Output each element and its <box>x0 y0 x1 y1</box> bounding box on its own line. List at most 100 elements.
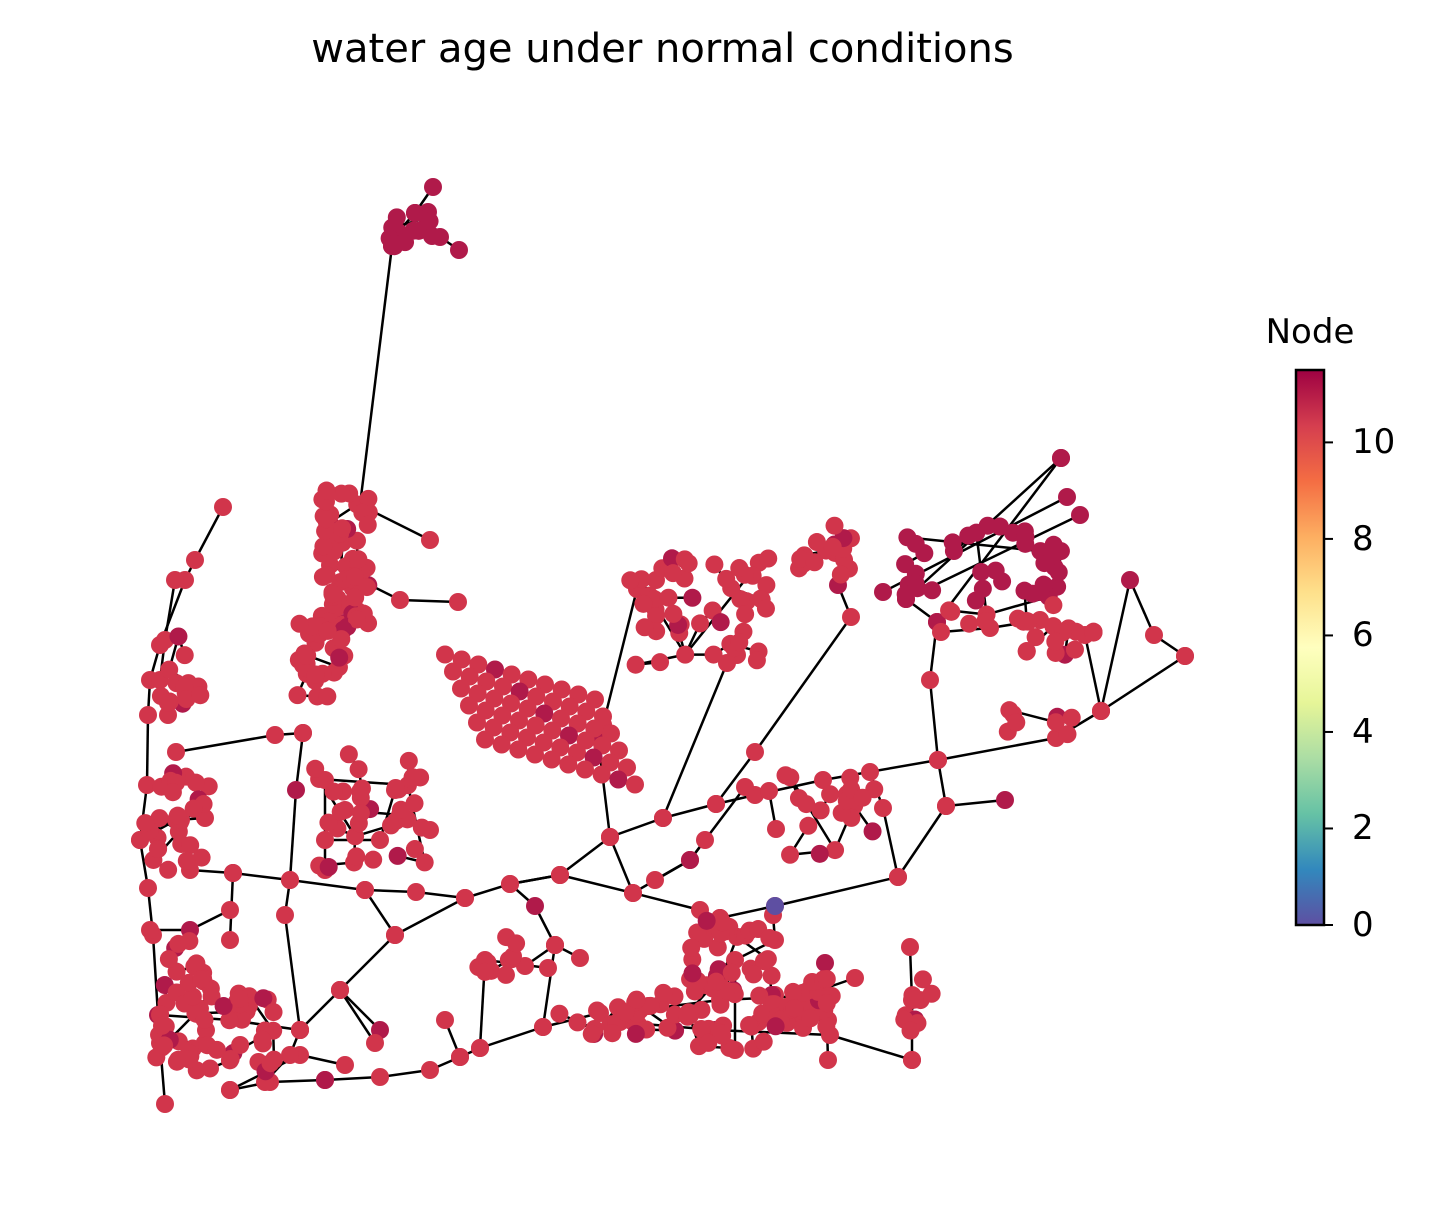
junction-node <box>476 962 495 981</box>
junction-node <box>757 576 776 595</box>
junction-node <box>697 911 716 930</box>
junction-node <box>996 791 1014 809</box>
junction-node <box>348 610 367 629</box>
junction-node <box>805 553 824 572</box>
junction-node <box>139 879 157 897</box>
junction-node <box>756 599 775 618</box>
pipe-edge <box>881 807 900 878</box>
pipe-edge <box>289 878 366 892</box>
junction-node <box>588 1001 607 1020</box>
junction-node <box>658 1018 677 1037</box>
junction-node <box>731 590 750 609</box>
junction-node <box>450 241 468 259</box>
pipe-edge <box>299 989 341 1031</box>
junction-node <box>291 1021 309 1039</box>
junction-node <box>676 645 695 664</box>
junction-node <box>626 1024 645 1043</box>
junction-node <box>901 938 919 956</box>
junction-node <box>1044 535 1063 554</box>
colorbar-gradient <box>1294 368 1326 927</box>
junction-node <box>797 795 816 814</box>
junction-node <box>141 921 159 939</box>
junction-node <box>261 1054 280 1073</box>
junction-node <box>929 751 947 769</box>
junction-node <box>412 818 431 837</box>
junction-node <box>1062 708 1081 727</box>
junction-node <box>730 633 749 652</box>
colorbar-tick-label: 2 <box>1352 808 1374 849</box>
junction-node <box>823 537 842 556</box>
junction-node <box>682 938 701 957</box>
pipe-edge <box>394 896 466 937</box>
junction-node <box>391 800 410 819</box>
junction-node <box>711 613 730 632</box>
junction-node <box>582 1024 601 1043</box>
junction-node <box>386 778 405 797</box>
junction-node <box>659 588 678 607</box>
junction-node <box>717 569 736 588</box>
junction-node <box>776 766 795 785</box>
junction-node <box>626 655 645 674</box>
junction-node <box>816 954 834 972</box>
junction-node <box>740 1016 759 1035</box>
pipe-edge <box>822 758 939 782</box>
junction-node <box>932 623 950 641</box>
pipe-edge <box>288 789 298 881</box>
junction-node <box>534 1018 552 1036</box>
junction-node <box>664 564 683 583</box>
junction-node <box>230 989 249 1008</box>
junction-node <box>366 1034 384 1052</box>
junction-node <box>266 726 284 744</box>
junction-node <box>1176 647 1194 665</box>
junction-node <box>842 608 860 626</box>
junction-node <box>386 926 404 944</box>
junction-node <box>681 851 699 869</box>
junction-node <box>937 797 955 815</box>
junction-node <box>324 782 343 801</box>
junction-node <box>546 936 564 954</box>
pipe-edge <box>829 1033 913 1062</box>
junction-node <box>191 686 210 705</box>
junction-node <box>646 871 664 889</box>
junction-node <box>183 987 202 1006</box>
junction-node <box>627 990 646 1009</box>
colorbar-ticks <box>1324 441 1333 926</box>
junction-node <box>811 801 830 820</box>
junction-node <box>403 768 422 787</box>
pipe-edge <box>541 944 557 1028</box>
junction-node <box>1007 713 1026 732</box>
junction-node <box>152 1016 171 1035</box>
junction-node <box>436 645 454 664</box>
junction-node <box>1049 563 1068 582</box>
junction-node <box>314 537 333 556</box>
junction-node <box>664 604 683 623</box>
junction-node <box>863 822 882 841</box>
junction-node <box>201 1059 220 1078</box>
junction-node <box>760 782 778 800</box>
junction-node <box>1058 488 1076 506</box>
junction-node <box>609 770 628 789</box>
junction-node <box>1121 571 1139 589</box>
junction-node <box>336 1056 354 1074</box>
junction-node <box>704 645 723 664</box>
junction-node <box>317 510 336 529</box>
colorbar-label: Node <box>1265 312 1355 352</box>
junction-node <box>351 804 370 823</box>
junction-node <box>621 571 640 590</box>
junction-node <box>819 1051 837 1069</box>
junction-node <box>707 972 726 991</box>
junction-node <box>889 868 907 886</box>
pipe-edge <box>283 914 302 1031</box>
junction-node <box>1017 642 1036 661</box>
pipe-edge <box>338 989 377 1044</box>
junction-node <box>331 802 350 821</box>
pipe-edge <box>324 1075 381 1082</box>
pipe-edge <box>175 733 276 754</box>
junction-node <box>1026 628 1045 647</box>
junction-node <box>264 1003 283 1022</box>
pipe-edge <box>719 904 776 920</box>
junction-node <box>896 585 915 604</box>
junction-node <box>526 745 544 764</box>
junction-node <box>332 630 351 649</box>
